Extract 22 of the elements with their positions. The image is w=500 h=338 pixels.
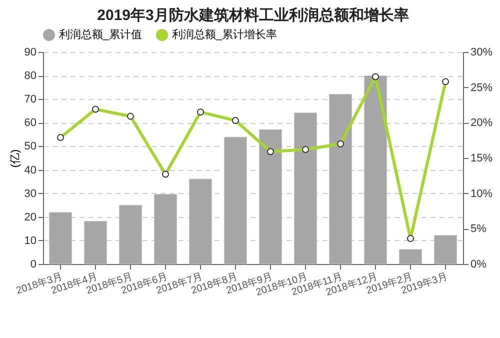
y-axis-title: (亿) (9, 149, 22, 168)
y-tick-label: 90 (24, 46, 36, 58)
y-tick-label: 60 (24, 117, 36, 130)
chart-title: 2019年3月防水建筑材料工业利润总额和增长率 (97, 6, 409, 24)
y-tick-label: 0 (30, 258, 36, 270)
legend-label: 利润总额_累计增长率 (172, 28, 278, 41)
y2-tick-label: 25% (470, 82, 493, 94)
y-tick-label: 30 (24, 188, 36, 200)
y-tick-label: 10 (24, 234, 36, 247)
legend-label: 利润总额_累计值 (59, 28, 142, 41)
y2-tick-label: 5% (470, 223, 487, 236)
y2-tick-label: 15% (470, 152, 493, 164)
y-tick-label: 70 (24, 94, 36, 106)
y-tick-label: 50 (24, 140, 36, 153)
bar (398, 249, 422, 264)
y2-tick-label: 20% (470, 117, 493, 130)
y2-tick-label: 30% (470, 46, 493, 58)
y2-tick-label: 10% (470, 188, 493, 200)
y2-tick-label: 0% (470, 258, 487, 270)
y-tick-label: 80 (24, 70, 36, 82)
y-tick-label: 40 (24, 164, 36, 176)
y-tick-label: 20 (24, 211, 36, 224)
